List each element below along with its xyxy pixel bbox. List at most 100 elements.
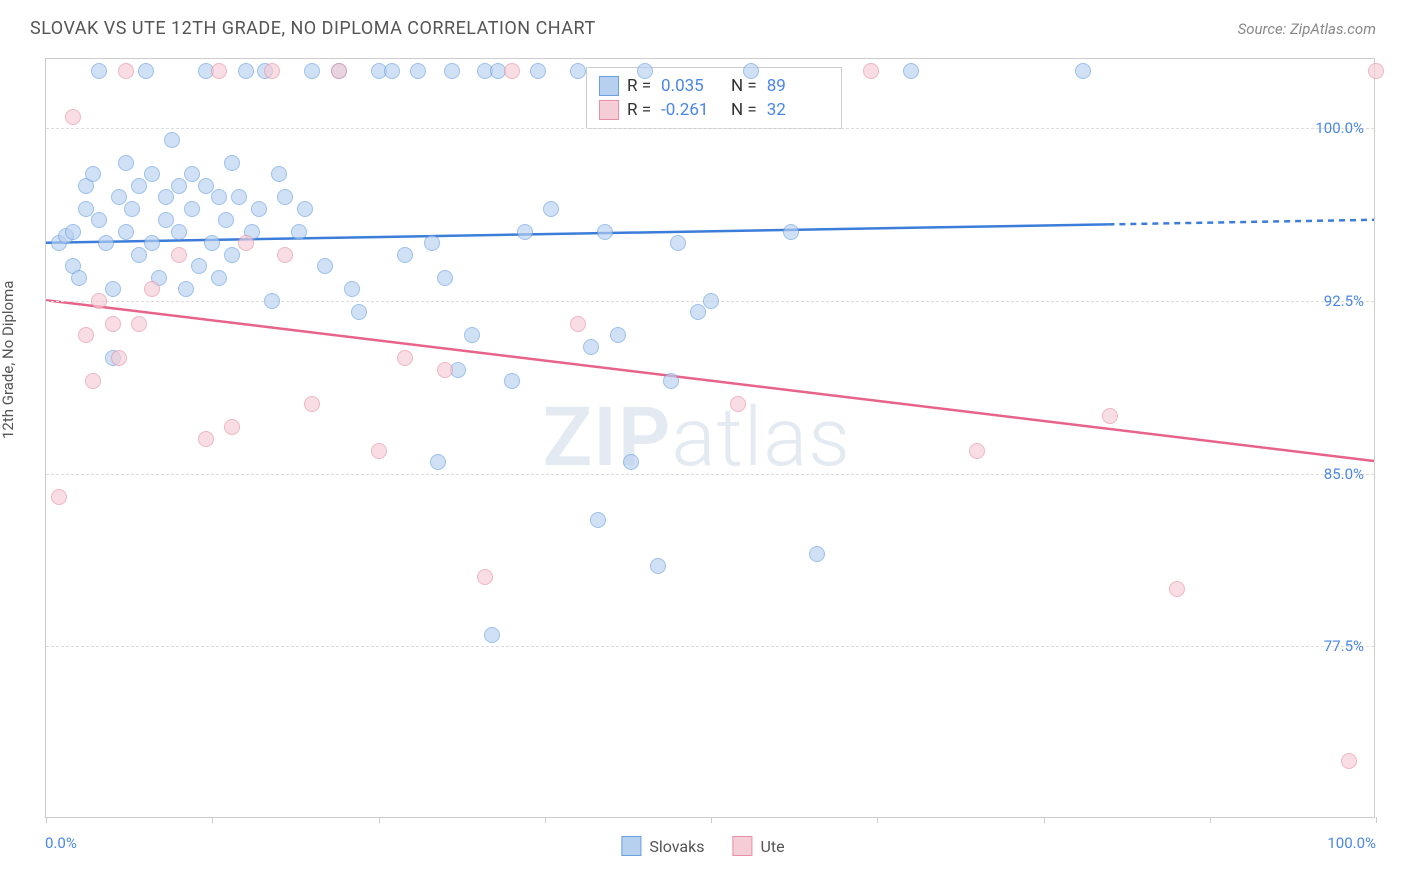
scatter-point bbox=[650, 558, 666, 574]
scatter-point bbox=[51, 489, 67, 505]
y-tick-label: 85.0% bbox=[1324, 465, 1364, 483]
scatter-point bbox=[570, 316, 586, 332]
scatter-point bbox=[410, 63, 426, 79]
scatter-point bbox=[118, 63, 134, 79]
x-tick-mark bbox=[877, 817, 878, 823]
scatter-point bbox=[211, 270, 227, 286]
scatter-point bbox=[111, 350, 127, 366]
scatter-point bbox=[131, 316, 147, 332]
scatter-point bbox=[105, 316, 121, 332]
chart-title: SLOVAK VS UTE 12TH GRADE, NO DIPLOMA COR… bbox=[30, 18, 596, 39]
scatter-point bbox=[124, 201, 140, 217]
scatter-point bbox=[543, 201, 559, 217]
scatter-point bbox=[238, 63, 254, 79]
legend-swatch bbox=[599, 76, 619, 96]
scatter-point bbox=[91, 293, 107, 309]
scatter-point bbox=[437, 270, 453, 286]
x-tick-mark bbox=[46, 817, 47, 823]
scatter-point bbox=[91, 212, 107, 228]
legend-series-label: Slovaks bbox=[649, 837, 704, 856]
scatter-point bbox=[71, 270, 87, 286]
trendlines-svg bbox=[46, 59, 1374, 817]
scatter-point bbox=[863, 63, 879, 79]
scatter-point bbox=[703, 293, 719, 309]
scatter-point bbox=[198, 178, 214, 194]
legend-r-label: R = bbox=[627, 100, 651, 120]
scatter-point bbox=[670, 235, 686, 251]
legend-n-value: 89 bbox=[767, 76, 829, 96]
legend-n-label: N = bbox=[731, 100, 757, 120]
scatter-point bbox=[85, 166, 101, 182]
scatter-point bbox=[297, 201, 313, 217]
scatter-point bbox=[198, 431, 214, 447]
legend-correlation: R =0.035N =89R =-0.261N =32 bbox=[586, 67, 842, 129]
scatter-point bbox=[158, 212, 174, 228]
scatter-point bbox=[304, 396, 320, 412]
scatter-point bbox=[504, 63, 520, 79]
x-tick-mark bbox=[1376, 817, 1377, 823]
scatter-point bbox=[144, 166, 160, 182]
scatter-point bbox=[1102, 408, 1118, 424]
scatter-point bbox=[1169, 581, 1185, 597]
legend-swatch bbox=[599, 100, 619, 120]
scatter-point bbox=[191, 258, 207, 274]
scatter-point bbox=[184, 166, 200, 182]
scatter-point bbox=[371, 443, 387, 459]
scatter-point bbox=[78, 327, 94, 343]
scatter-point bbox=[78, 201, 94, 217]
gridline bbox=[46, 474, 1374, 475]
watermark-rest: atlas bbox=[671, 390, 850, 486]
scatter-point bbox=[351, 304, 367, 320]
scatter-point bbox=[211, 189, 227, 205]
scatter-point bbox=[271, 166, 287, 182]
scatter-point bbox=[238, 235, 254, 251]
scatter-point bbox=[105, 281, 121, 297]
scatter-point bbox=[204, 235, 220, 251]
scatter-point bbox=[597, 224, 613, 240]
legend-swatch bbox=[733, 836, 753, 856]
watermark-bold: ZIP bbox=[543, 390, 672, 486]
y-tick-label: 92.5% bbox=[1324, 292, 1364, 310]
scatter-point bbox=[118, 155, 134, 171]
scatter-point bbox=[291, 224, 307, 240]
scatter-point bbox=[504, 373, 520, 389]
scatter-point bbox=[623, 454, 639, 470]
scatter-point bbox=[277, 189, 293, 205]
scatter-point bbox=[1075, 63, 1091, 79]
scatter-point bbox=[131, 178, 147, 194]
scatter-point bbox=[317, 258, 333, 274]
legend-r-value: -0.261 bbox=[661, 100, 723, 120]
scatter-point bbox=[903, 63, 919, 79]
scatter-point bbox=[171, 224, 187, 240]
scatter-point bbox=[590, 512, 606, 528]
x-tick-mark bbox=[1044, 817, 1045, 823]
legend-series: SlovaksUte bbox=[621, 836, 784, 856]
gridline bbox=[46, 128, 1374, 129]
scatter-point bbox=[663, 373, 679, 389]
scatter-point bbox=[164, 132, 180, 148]
scatter-point bbox=[397, 350, 413, 366]
scatter-point bbox=[138, 63, 154, 79]
legend-swatch bbox=[621, 836, 641, 856]
scatter-point bbox=[65, 224, 81, 240]
scatter-point bbox=[331, 63, 347, 79]
scatter-point bbox=[397, 247, 413, 263]
scatter-point bbox=[477, 569, 493, 585]
scatter-point bbox=[251, 201, 267, 217]
scatter-point bbox=[184, 201, 200, 217]
scatter-point bbox=[384, 63, 400, 79]
scatter-point bbox=[218, 212, 234, 228]
scatter-point bbox=[211, 63, 227, 79]
scatter-point bbox=[1341, 753, 1357, 769]
scatter-point bbox=[144, 281, 160, 297]
x-tick-mark bbox=[711, 817, 712, 823]
scatter-point bbox=[178, 281, 194, 297]
y-tick-label: 100.0% bbox=[1315, 119, 1364, 137]
scatter-point bbox=[111, 189, 127, 205]
chart-area: ZIPatlas R =0.035N =89R =-0.261N =32 77.… bbox=[45, 58, 1375, 818]
scatter-point bbox=[530, 63, 546, 79]
scatter-point bbox=[430, 454, 446, 470]
legend-correlation-row: R =-0.261N =32 bbox=[599, 98, 829, 122]
legend-series-item: Slovaks bbox=[621, 836, 704, 856]
scatter-point bbox=[464, 327, 480, 343]
